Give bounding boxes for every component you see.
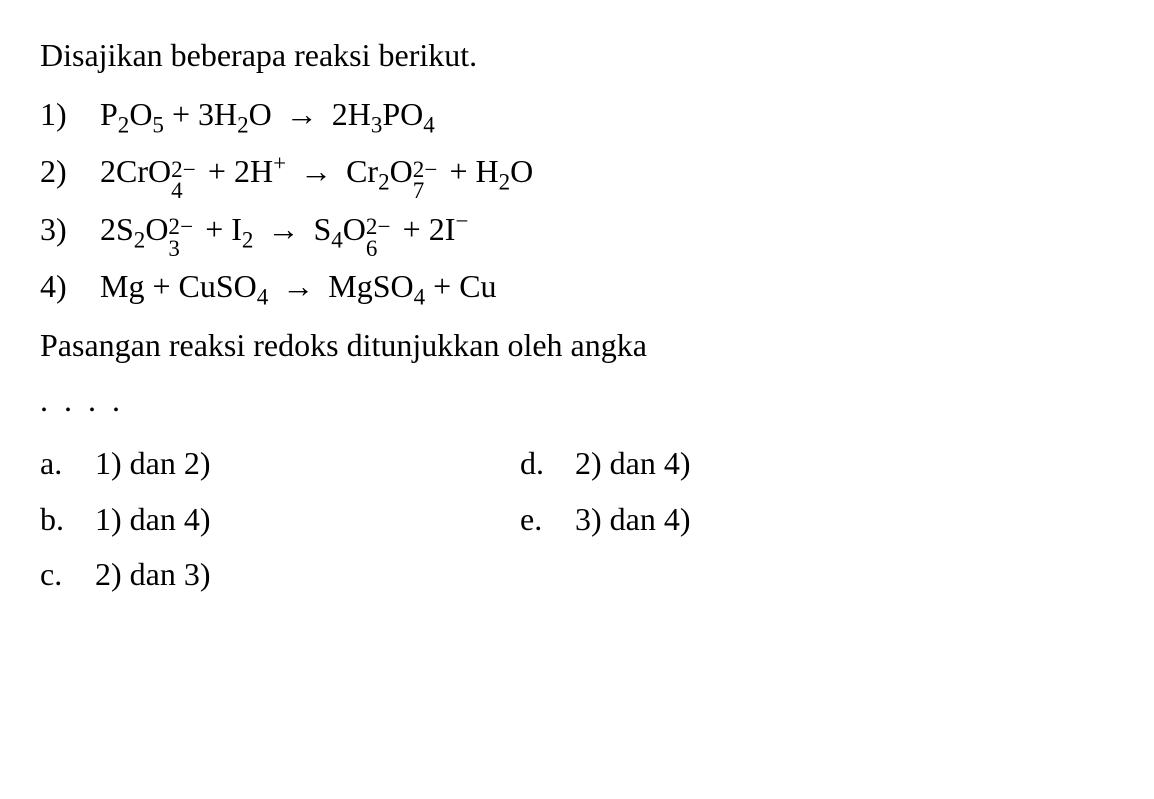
option-item: c. 2) dan 3) — [40, 549, 520, 600]
question-block: Disajikan beberapa reaksi berikut. 1) P2… — [40, 30, 1114, 604]
reaction-equation: Mg + CuSO4 → MgSO4 + Cu — [100, 261, 1114, 312]
option-text: 3) dan 4) — [575, 494, 691, 545]
reaction-number: 4) — [40, 261, 100, 312]
option-text: 1) dan 4) — [95, 494, 211, 545]
reaction-number: 2) — [40, 146, 100, 197]
option-item: e. 3) dan 4) — [520, 494, 691, 545]
reaction-number: 3) — [40, 204, 100, 255]
option-label: c. — [40, 549, 95, 600]
option-text: 1) dan 2) — [95, 438, 211, 489]
reaction-item: 1) P2O5 + 3H2O → 2H3PO4 — [40, 89, 1114, 140]
options-right-column: d. 2) dan 4) e. 3) dan 4) — [520, 438, 691, 604]
options-container: a. 1) dan 2) b. 1) dan 4) c. 2) dan 3) d… — [40, 438, 1114, 604]
intro-text: Disajikan beberapa reaksi berikut. — [40, 30, 1114, 81]
reaction-equation: 2CrO42− + 2H+ → Cr2O72− + H2O — [100, 146, 1114, 197]
option-label: e. — [520, 494, 575, 545]
reaction-number: 1) — [40, 89, 100, 140]
option-text: 2) dan 4) — [575, 438, 691, 489]
reaction-item: 2) 2CrO42− + 2H+ → Cr2O72− + H2O — [40, 146, 1114, 197]
options-left-column: a. 1) dan 2) b. 1) dan 4) c. 2) dan 3) — [40, 438, 520, 604]
option-label: b. — [40, 494, 95, 545]
option-item: b. 1) dan 4) — [40, 494, 520, 545]
reaction-equation: 2S2O32− + I2 → S4O62− + 2I− — [100, 204, 1114, 255]
ellipsis-dots: . . . . — [40, 375, 1114, 426]
reaction-list: 1) P2O5 + 3H2O → 2H3PO4 2) 2CrO42− + 2H+… — [40, 89, 1114, 312]
reaction-item: 4) Mg + CuSO4 → MgSO4 + Cu — [40, 261, 1114, 312]
option-item: d. 2) dan 4) — [520, 438, 691, 489]
reaction-item: 3) 2S2O32− + I2 → S4O62− + 2I− — [40, 204, 1114, 255]
option-text: 2) dan 3) — [95, 549, 211, 600]
option-item: a. 1) dan 2) — [40, 438, 520, 489]
reaction-equation: P2O5 + 3H2O → 2H3PO4 — [100, 89, 1114, 140]
option-label: d. — [520, 438, 575, 489]
option-label: a. — [40, 438, 95, 489]
question-text: Pasangan reaksi redoks ditunjukkan oleh … — [40, 320, 1114, 371]
